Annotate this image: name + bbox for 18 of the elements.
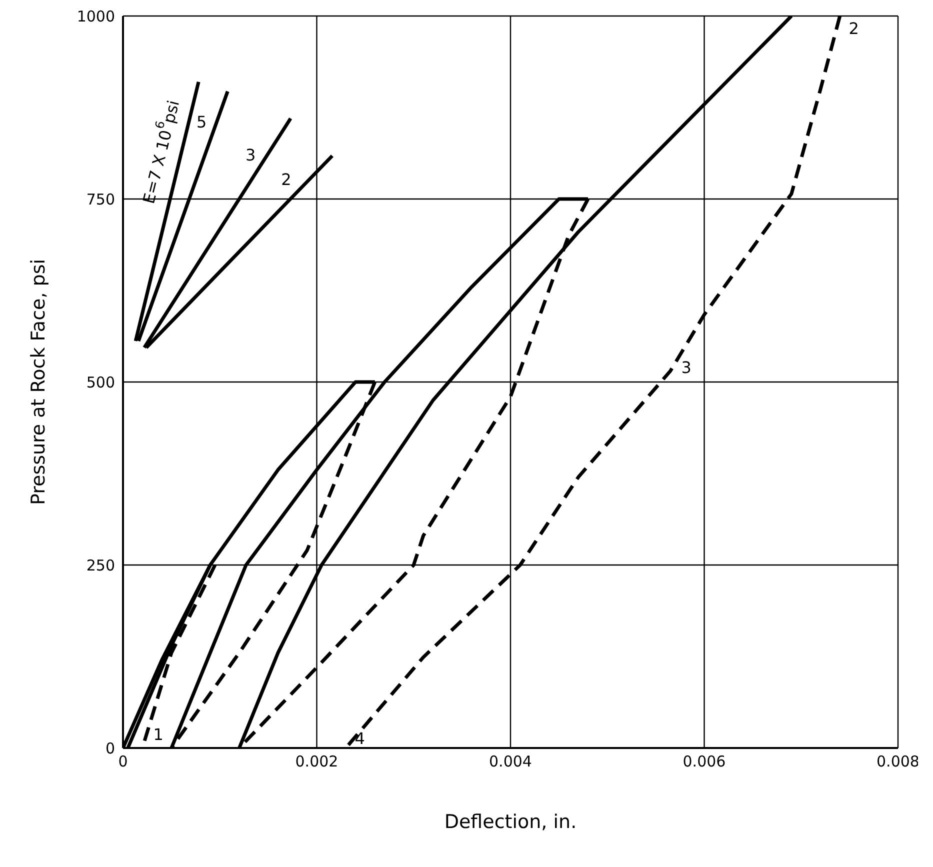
annotation: 4 xyxy=(354,728,365,748)
annotation: 2 xyxy=(848,18,859,38)
y-tick-label: 500 xyxy=(86,373,115,392)
x-tick-label: 0.006 xyxy=(682,752,726,771)
y-tick-label: 0 xyxy=(105,739,115,758)
y-tick-label: 1000 xyxy=(76,7,115,26)
x-tick-label: 0.004 xyxy=(489,752,532,771)
x-axis-title: Deflection, in. xyxy=(444,811,577,833)
annotation: 1 xyxy=(153,724,164,744)
y-tick-label: 750 xyxy=(86,190,115,208)
annotation: 5 xyxy=(196,112,207,131)
x-tick-label: 0 xyxy=(118,752,128,771)
annotation: 3 xyxy=(681,358,692,377)
x-tick-label: 0.002 xyxy=(295,752,338,771)
annotation: 2 xyxy=(281,169,292,188)
y-tick-label: 250 xyxy=(86,556,115,574)
annotation: 3 xyxy=(246,144,256,164)
y-axis-title: Pressure at Rock Face, psi xyxy=(28,258,50,506)
